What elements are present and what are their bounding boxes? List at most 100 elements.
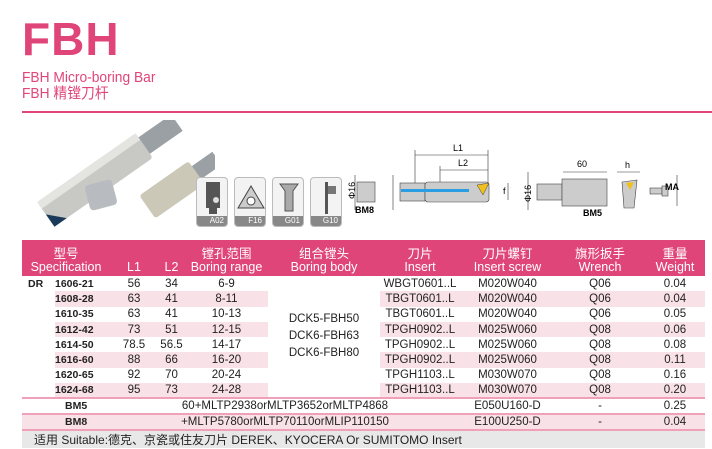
cell-wrench: Q08 xyxy=(589,369,611,382)
header-wrench: 旗形扳手 Wrench xyxy=(555,240,645,276)
cell-l2: 70 xyxy=(165,369,178,382)
table-row-bm: BM5 60+MLTP2938orMLTP3652orMLTP4868 E050U1… xyxy=(22,397,705,415)
label-h: h xyxy=(625,160,630,170)
cell-screw: M020W040 xyxy=(460,291,555,307)
cell-screw: M030W070 xyxy=(478,369,537,382)
cell-screw: M020W040 xyxy=(478,277,537,290)
table-row: 1616-60 88 66 16-20 TPGH0902..L M025W060 Q08 0.… xyxy=(22,352,705,368)
cell-l1: 95 xyxy=(110,383,158,399)
cell-insert: TPGH0902..L xyxy=(384,338,456,351)
cell-wrench: Q06 xyxy=(589,277,611,290)
cell-l2: 34 xyxy=(165,277,178,290)
part-boring-head: A02 xyxy=(196,177,228,227)
cell-screw: E100U250-D xyxy=(460,413,555,431)
cell-boring-body: DCK5-FBH50 DCK6-FBH63 DCK6-FBH80 xyxy=(288,313,360,360)
cell-range: 20-24 xyxy=(211,369,242,382)
product-photo xyxy=(37,120,215,227)
header-range: 镗孔范围 Boring range xyxy=(185,240,268,276)
cell-wrench: Q06 xyxy=(555,291,645,307)
cell-insert: TPGH1103..L xyxy=(385,369,455,382)
label-f: f xyxy=(503,186,506,196)
label-bm8: BM8 xyxy=(355,205,374,215)
cell-l2: 56.5 xyxy=(160,338,183,351)
label-d16-b: Φ16 xyxy=(523,185,533,202)
cell-spec: 1620-65 xyxy=(55,369,94,382)
header-body: 组合镗头 Boring body xyxy=(268,240,380,276)
cell-spec: 1606-21 xyxy=(55,277,94,290)
part-screw: G01 xyxy=(272,177,304,227)
cell-screw: M030W070 xyxy=(460,383,555,399)
cell-insert: TPGH0902..L xyxy=(380,352,460,368)
prefix: DR xyxy=(28,277,44,290)
cell-range: 10-13 xyxy=(211,308,242,321)
cell-range: 8-11 xyxy=(185,291,268,307)
boring-head-icon xyxy=(206,182,220,214)
cell-spec: BM5 xyxy=(55,397,110,415)
label-60: 60 xyxy=(577,159,587,169)
cell-wrench: Q08 xyxy=(589,338,611,351)
cell-spec: 1608-28 xyxy=(55,291,110,307)
cell-spec: 1614-50 xyxy=(55,338,94,351)
part-wrench: G10 xyxy=(310,177,342,227)
cell-screw: E050U160-D xyxy=(460,397,555,415)
cell-insert: WBGT0601..L xyxy=(383,277,457,290)
header-l2: L2 xyxy=(158,240,185,276)
cell-range: 16-20 xyxy=(185,352,268,368)
cell-wrench: Q06 xyxy=(589,308,611,321)
cell-spec: 1610-35 xyxy=(55,308,94,321)
cell-weight: 0.20 xyxy=(645,383,705,399)
screw-icon xyxy=(279,183,299,212)
cell-spec: BM8 xyxy=(55,413,110,431)
technical-drawing: L1 L2 Φ16 BM8 f Φ16 60 BM5 h MA xyxy=(347,143,679,218)
header-insert: 刀片 Insert xyxy=(380,240,460,276)
cell-weight: 0.25 xyxy=(645,397,705,415)
wrench-icon xyxy=(325,182,336,214)
subtitle-cn: FBH 精镗刀杆 xyxy=(22,85,109,102)
cell-l1: 63 xyxy=(110,291,158,307)
cell-l2: 41 xyxy=(165,308,178,321)
cell-insert: TBGT0601..L xyxy=(385,308,455,321)
cell-wrench: - xyxy=(555,397,645,415)
table-row: 1608-28 63 41 8-11 TBGT0601..L M020W040 Q06 0.0… xyxy=(22,291,705,307)
cell-insert: TBGT0601..L xyxy=(380,291,460,307)
cell-weight: 0.11 xyxy=(645,352,705,368)
cell-l2: 66 xyxy=(158,352,185,368)
header-l1: L1 xyxy=(110,240,158,276)
table-row: 1614-50 78.5 56.5 14-17 TPGH0902..L M025W060 Q… xyxy=(22,337,705,352)
cell-range: 24-28 xyxy=(185,383,268,399)
cell-l2: 41 xyxy=(158,291,185,307)
cell-l1: 73 xyxy=(110,321,158,338)
table-row: 1620-65 92 70 20-24 TPGH1103..L M030W070 Q08 0.… xyxy=(22,368,705,383)
cell-screw: M025W060 xyxy=(460,321,555,338)
cell-weight: 0.08 xyxy=(663,338,687,351)
cell-insert: TPGH0902..L xyxy=(380,321,460,338)
page-title: FBH xyxy=(22,13,120,65)
cell-l1: 88 xyxy=(110,352,158,368)
cell-screw: M025W060 xyxy=(478,338,537,351)
cell-weight: 0.04 xyxy=(645,291,705,307)
spec-table: 型号 Specification L1 L2 镗孔范围 Boring range 组… xyxy=(22,240,705,449)
part-insert: F16 xyxy=(234,177,266,227)
cell-weight: 0.06 xyxy=(645,321,705,338)
cell-range: 6-9 xyxy=(218,277,235,290)
cell-l1: 63 xyxy=(127,308,141,321)
cell-weight: 0.04 xyxy=(663,277,687,290)
cell-l1: 56 xyxy=(127,277,141,290)
cell-screw: M025W060 xyxy=(460,352,555,368)
cell-insert: TPGH1103..L xyxy=(380,383,460,399)
label-l1: L1 xyxy=(453,143,463,153)
cell-wrench: Q08 xyxy=(555,352,645,368)
label-l2: L2 xyxy=(458,158,468,168)
cell-weight: 0.04 xyxy=(645,413,705,431)
cell-spec: 1616-60 xyxy=(55,352,110,368)
cell-weight: 0.05 xyxy=(663,308,687,321)
cell-wrench: - xyxy=(555,413,645,431)
subtitle-en: FBH Micro-boring Bar xyxy=(22,69,156,86)
cell-screw: M020W040 xyxy=(478,308,537,321)
table-row: 1624-68 95 73 24-28 TPGH1103..L M030W070 Q08 0.… xyxy=(22,383,705,399)
cell-desc: +MLTP5780orMLTP70110orMLIP110150 xyxy=(110,413,460,431)
header-spec: 型号 Specification xyxy=(22,240,110,276)
table-row: 1610-35 63 41 10-13 TBGT0601..L M020W040 Q06 0.… xyxy=(22,307,705,322)
cell-l1: 92 xyxy=(127,369,141,382)
table-row: DR 1606-21 56 34 6-9 DCK5-FBH50 DCK6-FBH63 DCK6… xyxy=(22,276,705,360)
